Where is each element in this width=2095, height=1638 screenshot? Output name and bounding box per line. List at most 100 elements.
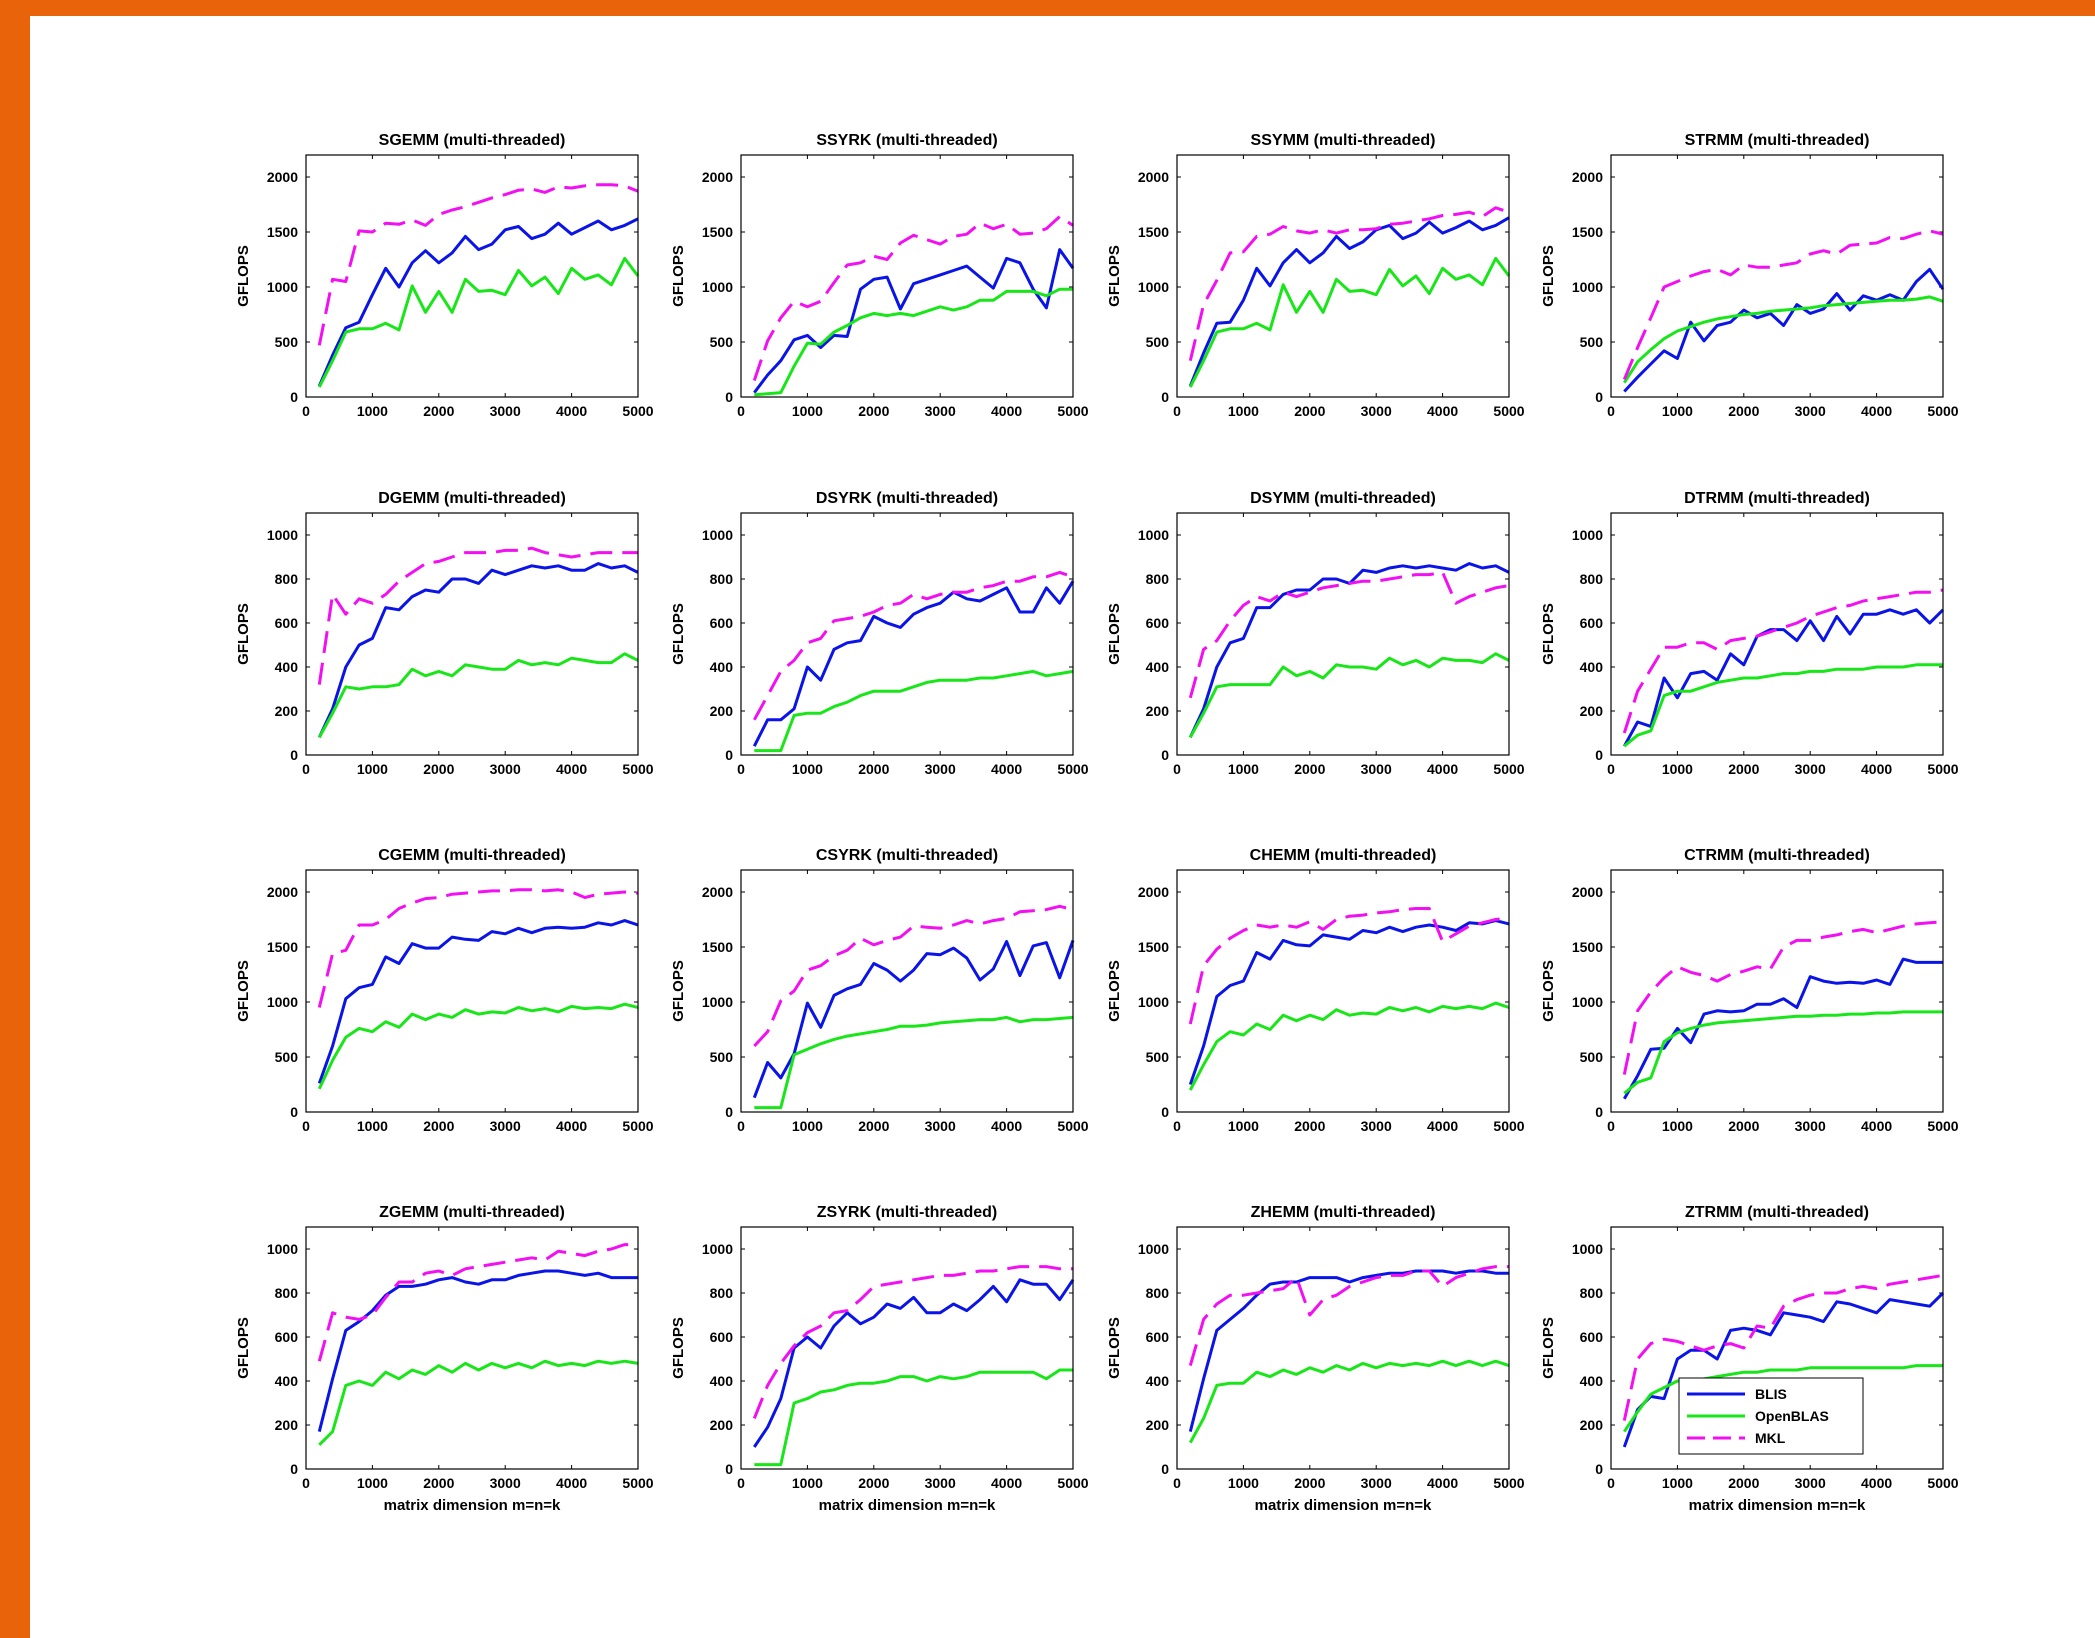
series-line-openblas bbox=[317, 256, 640, 388]
y-tick-label: 1000 bbox=[1138, 1241, 1169, 1257]
y-tick-label: 500 bbox=[1146, 334, 1170, 350]
x-tick-label: 4000 bbox=[1861, 403, 1892, 419]
x-axis-label: matrix dimension m=n=k bbox=[384, 1497, 561, 1514]
panel-cgemm: CGEMM (multi-threaded) 0 1000 2000 3000 4000 5… bbox=[235, 847, 654, 1134]
plot-frame bbox=[305, 869, 639, 1113]
x-tick-label: 3000 bbox=[490, 1118, 521, 1134]
x-tick-label: 0 bbox=[302, 1118, 310, 1134]
series-line-openblas bbox=[318, 1359, 639, 1446]
y-tick-label: 600 bbox=[1146, 1329, 1170, 1345]
plot-frame bbox=[740, 1226, 1074, 1470]
panel-csyrk: CSYRK (multi-threaded) 0 1000 2000 3000 4000 5… bbox=[670, 847, 1089, 1134]
x-tick-label: 5000 bbox=[1493, 1118, 1524, 1134]
y-axis-label: GFLOPS bbox=[235, 603, 252, 665]
series-line-mkl bbox=[752, 215, 1074, 381]
y-tick-label: 500 bbox=[1146, 1049, 1170, 1065]
y-tick-label: 2000 bbox=[1138, 884, 1169, 900]
series-line-openblas bbox=[754, 1368, 1073, 1467]
y-tick-label: 1000 bbox=[1138, 527, 1169, 543]
y-tick-label: 1500 bbox=[702, 224, 733, 240]
panel-ssymm: SSYMM (multi-threaded) 0 1000 2000 3000 4000 5… bbox=[1106, 132, 1525, 419]
y-tick-label: 400 bbox=[275, 659, 299, 675]
y-tick-label: 2000 bbox=[1572, 169, 1603, 185]
y-tick-label: 200 bbox=[1580, 1417, 1604, 1433]
y-tick-label: 1000 bbox=[1572, 527, 1603, 543]
series-line-mkl bbox=[1622, 920, 1944, 1075]
series-line-openblas bbox=[1188, 256, 1511, 388]
x-tick-label: 0 bbox=[302, 403, 310, 419]
x-tick-label: 1000 bbox=[792, 761, 823, 777]
x-tick-label: 3000 bbox=[925, 761, 956, 777]
x-tick-label: 2000 bbox=[1728, 1475, 1759, 1491]
y-tick-label: 1000 bbox=[1572, 994, 1603, 1010]
panel-dsymm: DSYMM (multi-threaded)0 1000 2000 3000 4000 5… bbox=[1106, 490, 1525, 777]
x-tick-label: 1000 bbox=[792, 1475, 823, 1491]
panel-title: SSYRK (multi-threaded) bbox=[816, 132, 997, 149]
legend-label-blis: BLIS bbox=[1755, 1386, 1787, 1402]
y-tick-label: 2000 bbox=[1138, 169, 1169, 185]
y-axis-label: GFLOPS bbox=[235, 960, 252, 1022]
x-tick-label: 1000 bbox=[1662, 403, 1693, 419]
series-line-blis bbox=[753, 248, 1075, 394]
x-tick-label: 5000 bbox=[622, 1475, 653, 1491]
legend-box bbox=[1678, 1377, 1864, 1455]
series-line-openblas bbox=[1188, 652, 1510, 739]
y-tick-label: 1000 bbox=[267, 527, 298, 543]
x-tick-label: 2000 bbox=[1294, 1475, 1325, 1491]
y-tick-label: 400 bbox=[275, 1373, 299, 1389]
y-axis-label: GFLOPS bbox=[1540, 960, 1557, 1022]
series-line-mkl bbox=[1622, 588, 1944, 734]
y-tick-label: 200 bbox=[710, 703, 734, 719]
y-axis-label: GFLOPS bbox=[670, 603, 687, 665]
panel-dgemm: DGEMM (multi-threaded)0 1000 2000 3000 4000 5… bbox=[235, 490, 654, 777]
y-tick-label: 500 bbox=[275, 1049, 299, 1065]
y-axis-label: GFLOPS bbox=[1106, 1317, 1123, 1379]
x-tick-label: 1000 bbox=[357, 403, 388, 419]
panel-title: CGEMM (multi-threaded) bbox=[378, 847, 566, 864]
series-line-openblas bbox=[754, 1015, 1074, 1110]
panel-zgemm: ZGEMM (multi-threaded)0 1000 2000 3000 4000 5… bbox=[235, 1204, 654, 1514]
series-line-openblas bbox=[754, 669, 1074, 753]
y-tick-label: 200 bbox=[1146, 1417, 1170, 1433]
panel-title: STRMM (multi-threaded) bbox=[1685, 132, 1870, 149]
x-tick-label: 1000 bbox=[1228, 403, 1259, 419]
y-tick-label: 800 bbox=[1580, 1285, 1604, 1301]
x-tick-label: 0 bbox=[1173, 1475, 1181, 1491]
x-tick-label: 1000 bbox=[1662, 761, 1693, 777]
x-tick-label: 5000 bbox=[1927, 761, 1958, 777]
x-tick-label: 3000 bbox=[1361, 761, 1392, 777]
x-tick-label: 5000 bbox=[622, 761, 653, 777]
series-line-blis bbox=[1622, 1291, 1945, 1448]
plot-frame bbox=[1176, 154, 1510, 398]
y-tick-label: 2000 bbox=[702, 169, 733, 185]
panel-sgemm: SGEMM (multi-threaded) 0 1000 2000 3000 4000 5… bbox=[235, 132, 654, 419]
panel-ssyrk: SSYRK (multi-threaded) 0 1000 2000 3000 4000 5… bbox=[670, 132, 1089, 419]
x-tick-label: 5000 bbox=[1927, 1118, 1958, 1134]
panel-chemm: CHEMM (multi-threaded) 0 1000 2000 3000 4000 5… bbox=[1106, 847, 1525, 1134]
series-line-mkl bbox=[752, 570, 1074, 721]
y-tick-label: 1000 bbox=[702, 994, 733, 1010]
y-tick-label: 600 bbox=[1580, 615, 1604, 631]
y-tick-label: 0 bbox=[1595, 1104, 1603, 1120]
y-axis-label: GFLOPS bbox=[670, 1317, 687, 1379]
y-tick-label: 0 bbox=[725, 747, 733, 763]
series-line-openblas bbox=[1623, 1364, 1943, 1433]
y-tick-label: 2000 bbox=[1572, 884, 1603, 900]
x-tick-label: 3000 bbox=[1795, 1475, 1826, 1491]
y-tick-label: 1500 bbox=[1138, 939, 1169, 955]
y-tick-label: 800 bbox=[710, 571, 734, 587]
y-tick-label: 1000 bbox=[1572, 279, 1603, 295]
y-tick-label: 0 bbox=[1595, 389, 1603, 405]
x-tick-label: 5000 bbox=[1927, 403, 1958, 419]
plot-frame bbox=[1610, 1226, 1944, 1470]
x-tick-label: 0 bbox=[1607, 761, 1615, 777]
plot-frame bbox=[305, 512, 639, 756]
y-tick-label: 1500 bbox=[702, 939, 733, 955]
y-tick-label: 400 bbox=[1580, 659, 1604, 675]
y-tick-label: 600 bbox=[275, 615, 299, 631]
series-line-blis bbox=[1622, 608, 1945, 747]
x-tick-label: 2000 bbox=[1728, 1118, 1759, 1134]
legend-label-openblas: OpenBLAS bbox=[1755, 1408, 1829, 1424]
x-tick-label: 2000 bbox=[423, 761, 454, 777]
panel-dsyrk: DSYRK (multi-threaded)0 1000 2000 3000 4000 5… bbox=[670, 490, 1089, 777]
